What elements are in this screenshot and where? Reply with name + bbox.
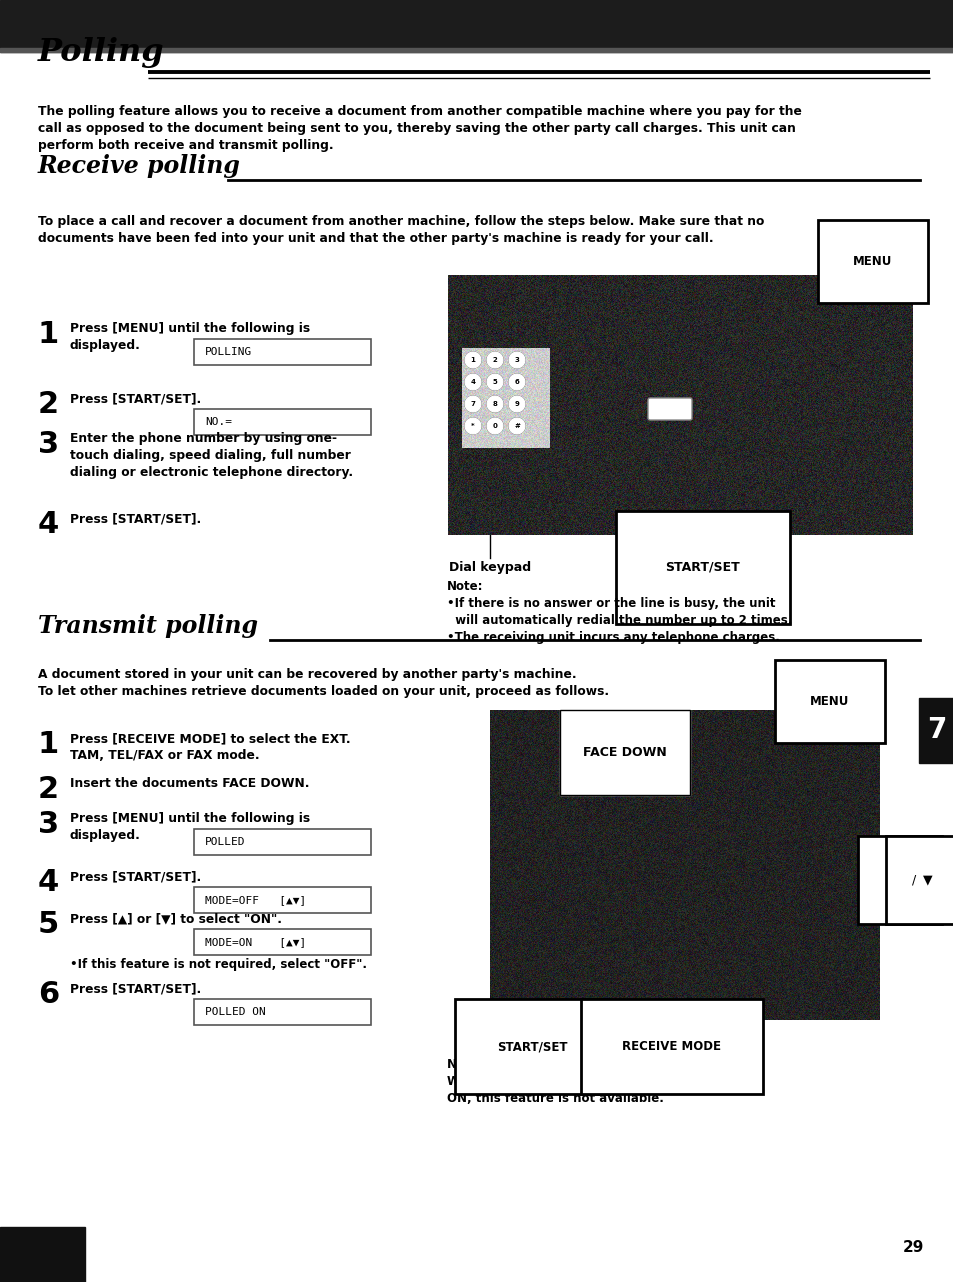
Text: Note:
When delayed transmission (page 30) is set to
ON, this feature is not avai: Note: When delayed transmission (page 30…: [447, 1058, 755, 1105]
Text: Dial keypad: Dial keypad: [449, 562, 531, 574]
Text: MODE=ON    [▲▼]: MODE=ON [▲▼]: [205, 937, 306, 947]
FancyBboxPatch shape: [193, 999, 371, 1026]
Text: FACE DOWN: FACE DOWN: [582, 746, 666, 759]
Text: POLLED ON: POLLED ON: [205, 1006, 266, 1017]
Circle shape: [464, 418, 480, 435]
FancyBboxPatch shape: [193, 829, 371, 855]
Text: 7: 7: [926, 717, 945, 745]
Text: 2: 2: [492, 356, 497, 363]
Text: Note:
•If there is no answer or the line is busy, the unit
  will automatically : Note: •If there is no answer or the line…: [447, 579, 792, 644]
Text: 1: 1: [38, 729, 59, 759]
Text: 5: 5: [38, 910, 59, 938]
Circle shape: [486, 418, 502, 435]
Text: 7: 7: [470, 401, 475, 406]
Text: POLLED: POLLED: [205, 837, 245, 847]
Circle shape: [509, 396, 524, 412]
Text: 29: 29: [902, 1240, 923, 1255]
Text: 6: 6: [514, 379, 518, 385]
Bar: [0, 0, 953, 53]
Text: 0: 0: [492, 423, 497, 429]
FancyBboxPatch shape: [647, 397, 691, 420]
Circle shape: [464, 374, 480, 390]
Text: Press [START/SET].: Press [START/SET].: [70, 870, 201, 883]
Circle shape: [464, 353, 480, 368]
Text: Press [▲] or [▼] to select "ON".: Press [▲] or [▼] to select "ON".: [70, 912, 282, 926]
Text: 5: 5: [492, 379, 497, 385]
Text: MODE=OFF   [▲▼]: MODE=OFF [▲▼]: [205, 895, 306, 905]
Text: Press [MENU] until the following is
displayed.: Press [MENU] until the following is disp…: [70, 812, 310, 842]
Circle shape: [509, 374, 524, 390]
Bar: [918, 697, 953, 763]
FancyBboxPatch shape: [193, 887, 371, 913]
Text: 3: 3: [514, 356, 518, 363]
Text: To place a call and recover a document from another machine, follow the steps be: To place a call and recover a document f…: [38, 215, 763, 245]
Text: 1: 1: [470, 356, 475, 363]
Bar: [0, 47, 953, 53]
Circle shape: [486, 353, 502, 368]
Text: The polling feature allows you to receive a document from another compatible mac: The polling feature allows you to receiv…: [38, 105, 801, 153]
Text: Press [START/SET].: Press [START/SET].: [70, 512, 201, 526]
Text: Press [START/SET].: Press [START/SET].: [70, 982, 201, 995]
Text: A document stored in your unit can be recovered by another party's machine.
To l: A document stored in your unit can be re…: [38, 668, 608, 697]
Text: ▲: ▲: [894, 873, 903, 886]
Bar: [0, 1227, 85, 1282]
Text: 2: 2: [38, 390, 59, 419]
Text: 3: 3: [38, 429, 59, 459]
Circle shape: [486, 374, 502, 390]
Text: Receive polling: Receive polling: [38, 154, 240, 178]
Text: /: /: [911, 873, 915, 886]
Text: POLLING: POLLING: [205, 347, 252, 356]
Text: 2: 2: [38, 776, 59, 804]
Text: 4: 4: [38, 868, 59, 897]
Text: MENU: MENU: [809, 695, 849, 708]
FancyBboxPatch shape: [193, 929, 371, 955]
Text: START/SET: START/SET: [497, 1040, 567, 1053]
Text: *: *: [471, 423, 475, 429]
Text: 8: 8: [492, 401, 497, 406]
Text: MENU: MENU: [852, 255, 892, 268]
Circle shape: [486, 396, 502, 412]
Text: NO.=: NO.=: [205, 417, 232, 427]
Text: 4: 4: [470, 379, 475, 385]
Text: 3: 3: [38, 810, 59, 838]
Text: 4: 4: [38, 510, 59, 538]
Text: ▼: ▼: [923, 873, 932, 886]
Text: Transmit polling: Transmit polling: [38, 614, 257, 638]
Text: 6: 6: [38, 979, 59, 1009]
Text: Insert the documents FACE DOWN.: Insert the documents FACE DOWN.: [70, 777, 309, 790]
Text: Enter the phone number by using one-
touch dialing, speed dialing, full number
d: Enter the phone number by using one- tou…: [70, 432, 353, 479]
Text: START/SET: START/SET: [665, 562, 740, 574]
Circle shape: [464, 396, 480, 412]
Text: Polling: Polling: [38, 37, 165, 68]
Text: Press [START/SET].: Press [START/SET].: [70, 392, 201, 405]
Text: Press [MENU] until the following is
displayed.: Press [MENU] until the following is disp…: [70, 322, 310, 353]
Circle shape: [509, 418, 524, 435]
Bar: [559, 710, 689, 795]
Text: #: #: [514, 423, 519, 429]
FancyBboxPatch shape: [193, 338, 371, 365]
Text: Press [RECEIVE MODE] to select the EXT.
TAM, TEL/FAX or FAX mode.: Press [RECEIVE MODE] to select the EXT. …: [70, 732, 351, 762]
Text: •If this feature is not required, select "OFF".: •If this feature is not required, select…: [70, 958, 367, 970]
Text: 9: 9: [514, 401, 518, 406]
FancyBboxPatch shape: [193, 409, 371, 435]
Text: RECEIVE MODE: RECEIVE MODE: [622, 1040, 720, 1053]
Circle shape: [509, 353, 524, 368]
Bar: [559, 710, 689, 795]
Text: 1: 1: [38, 320, 59, 349]
